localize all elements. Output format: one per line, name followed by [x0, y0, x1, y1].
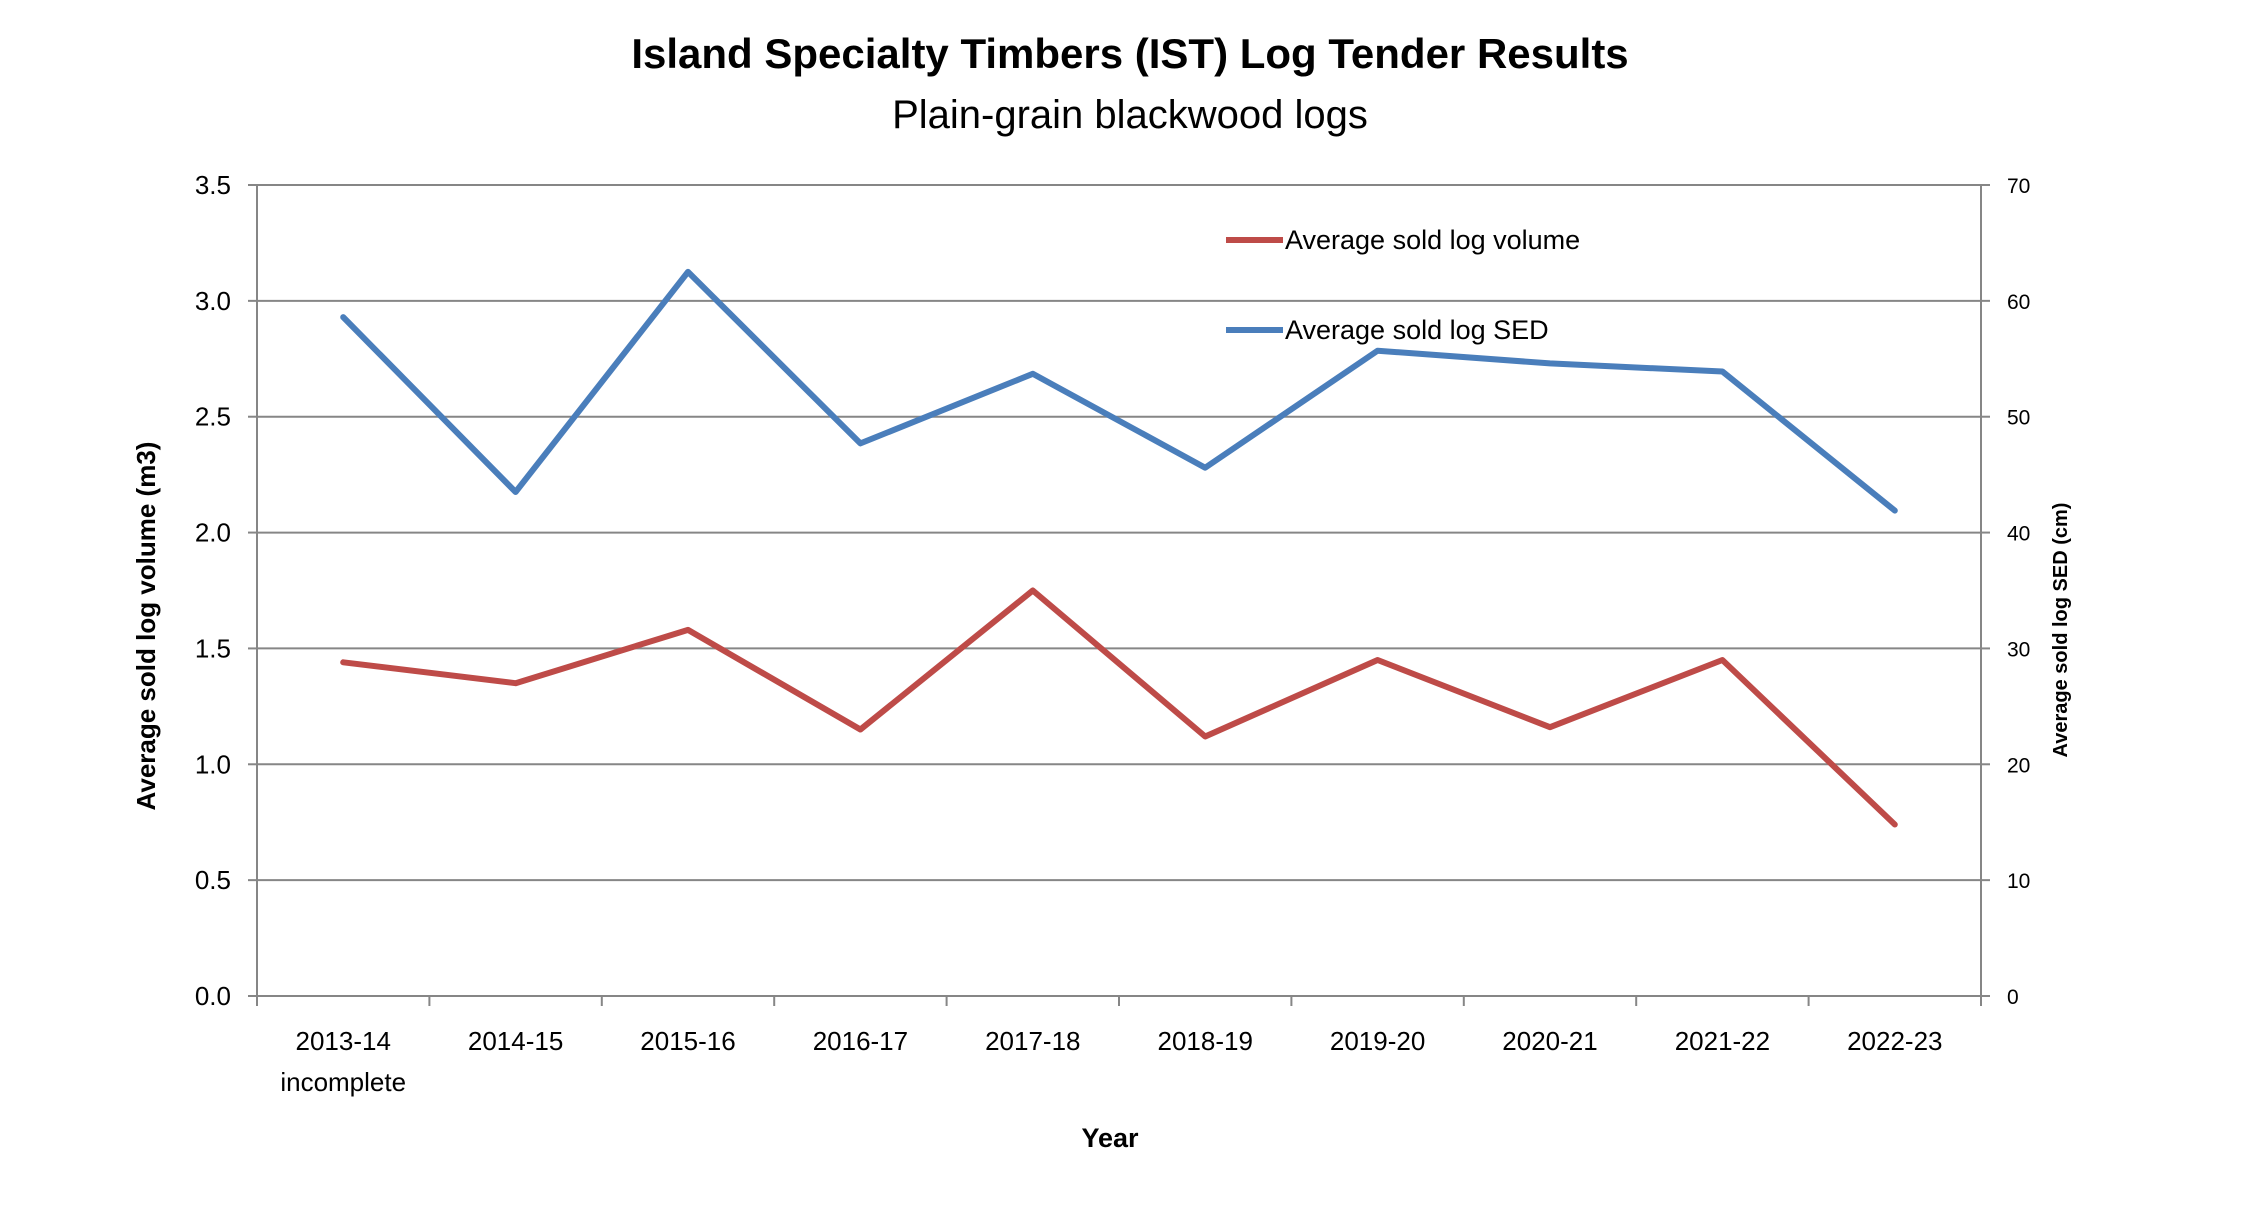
- series-line-sed: [340, 268, 1898, 514]
- right-tick-label: 40: [2007, 523, 2030, 546]
- left-tick-label: 3.5: [195, 170, 231, 200]
- chart-title: Island Specialty Timbers (IST) Log Tende…: [631, 30, 1628, 77]
- right-tick-label: 60: [2007, 291, 2030, 314]
- x-tick-label: 2014-15: [468, 1026, 563, 1056]
- x-tick-label: 2015-16: [640, 1026, 735, 1056]
- left-tick-label: 1.0: [195, 749, 231, 779]
- right-tick-label: 30: [2007, 638, 2030, 661]
- axes: 0.0 0.5 1.0 1.5 2.0 2.5 3.0 3.5 0 10 20 30 40 50 60 70 2…: [195, 170, 2031, 1097]
- left-tick-label: 2.0: [195, 518, 231, 548]
- legend-label: Average sold log SED: [1285, 315, 1549, 345]
- left-tick-label: 2.5: [195, 402, 231, 432]
- left-tick-label: 0.5: [195, 865, 231, 895]
- series-lines: [340, 268, 1898, 828]
- right-tick-label: 50: [2007, 407, 2030, 430]
- legend-label: Average sold log volume: [1285, 225, 1580, 255]
- x-tick-label: 2018-19: [1157, 1026, 1252, 1056]
- gridlines: [257, 184, 1981, 882]
- legend: Average sold log volume Average sold log …: [1226, 225, 1580, 345]
- x-tick-label: 2017-18: [985, 1026, 1080, 1056]
- left-axis-title: Average sold log volume (m3): [131, 442, 161, 811]
- left-tick-label: 3.0: [195, 286, 231, 316]
- right-axis-title: Average sold log SED (cm): [2050, 503, 2072, 758]
- right-tick-label: 10: [2007, 870, 2030, 893]
- x-tick-label: 2021-22: [1675, 1026, 1770, 1056]
- x-tick-label: 2019-20: [1330, 1026, 1425, 1056]
- x-tick-label: 2013-14 incomplete: [280, 1026, 406, 1097]
- x-tick-label: 2016-17: [813, 1026, 908, 1056]
- x-tick-label: 2020-21: [1502, 1026, 1597, 1056]
- right-tick-label: 70: [2007, 175, 2030, 198]
- left-tick-label: 1.5: [195, 633, 231, 663]
- x-tick-label: 2022-23: [1847, 1026, 1942, 1056]
- chart-subtitle: Plain-grain blackwood logs: [892, 93, 1368, 137]
- series-line-volume: [340, 587, 1898, 828]
- left-tick-label: 0.0: [195, 981, 231, 1011]
- right-tick-label: 0: [2007, 986, 2019, 1009]
- right-tick-label: 20: [2007, 754, 2030, 777]
- x-axis-title: Year: [1081, 1123, 1139, 1153]
